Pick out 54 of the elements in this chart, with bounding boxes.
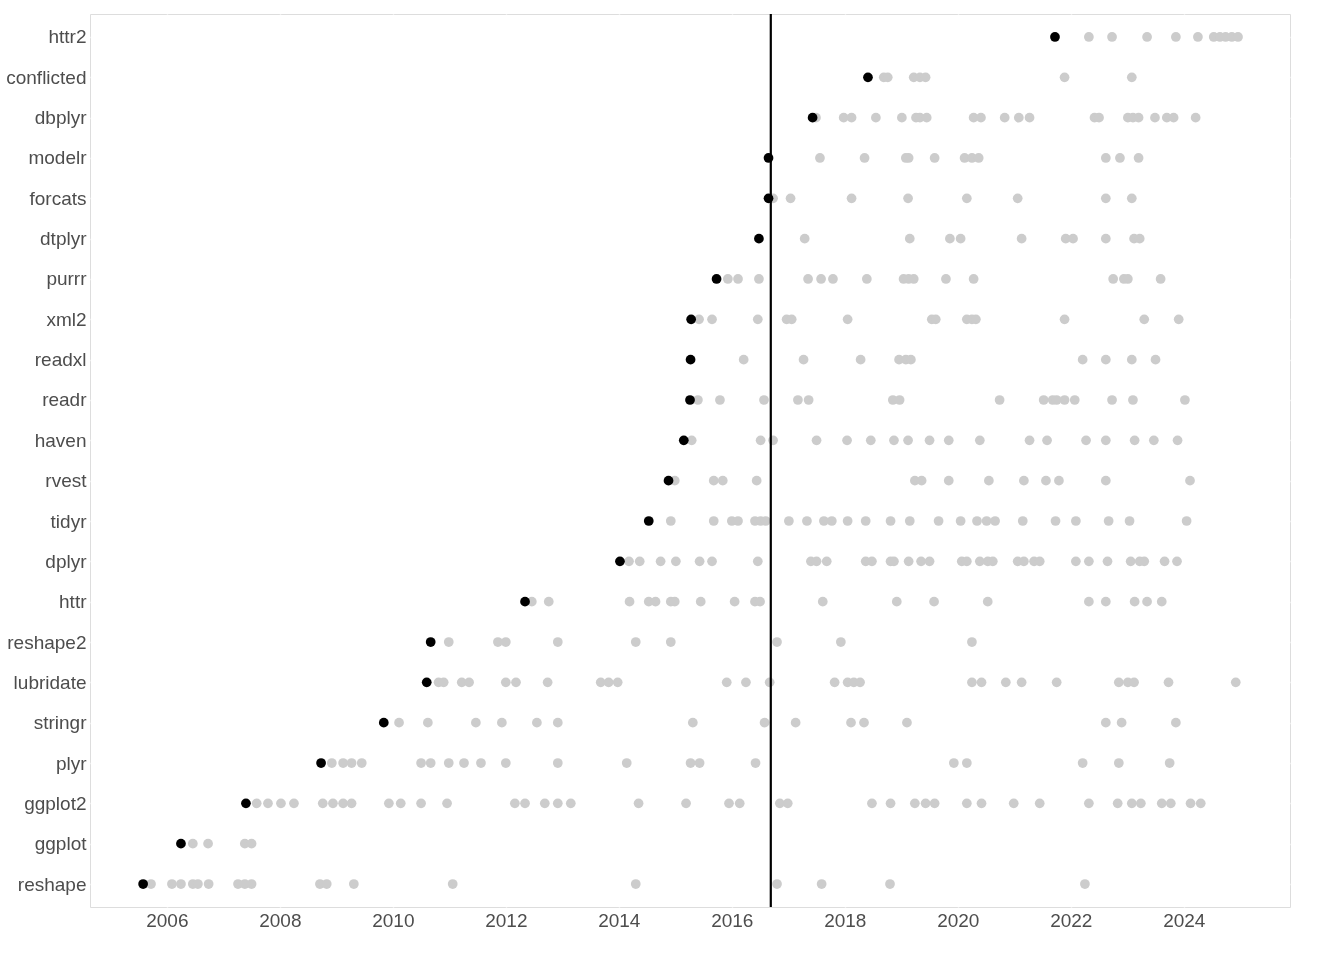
- point: [241, 798, 251, 809]
- y-tick-label: dbplyr: [34, 107, 88, 129]
- y-tick-label: lubridate: [13, 671, 87, 693]
- y-tick-label: modelr: [28, 147, 88, 169]
- point: [678, 435, 689, 446]
- x-tick-label: 2022: [1050, 909, 1093, 931]
- y-tick-label: reshape: [17, 873, 87, 895]
- x-tick-label: 2006: [146, 909, 189, 931]
- point: [863, 72, 873, 83]
- y-tick-label: stringr: [33, 712, 88, 734]
- y-tick-label: httr: [59, 591, 88, 613]
- point: [685, 354, 696, 365]
- point: [425, 637, 436, 647]
- point: [754, 233, 764, 244]
- point: [421, 677, 432, 688]
- point: [643, 516, 654, 526]
- y-tick-label: purrr: [46, 268, 88, 290]
- y-tick-label: conflicted: [6, 66, 87, 88]
- point: [1050, 32, 1060, 42]
- point: [763, 153, 774, 163]
- point: [685, 395, 695, 405]
- point: [615, 556, 625, 567]
- point: [763, 193, 774, 204]
- point: [807, 112, 818, 123]
- y-tick-label: haven: [34, 429, 87, 451]
- y-tick-label: rvest: [45, 470, 88, 492]
- y-tick-label: reshape2: [7, 631, 87, 653]
- point: [378, 717, 389, 728]
- y-tick-label: plyr: [55, 752, 88, 774]
- point: [176, 838, 186, 849]
- x-tick-label: 2008: [259, 909, 302, 931]
- x-tick-label: 2024: [1163, 909, 1206, 931]
- y-tick-label: dtplyr: [40, 228, 88, 250]
- point: [686, 314, 696, 325]
- y-tick-label: ggplot2: [24, 792, 87, 814]
- y-tick-label: tidyr: [50, 510, 88, 532]
- point: [663, 475, 674, 486]
- y-tick-label: ggplot: [34, 833, 88, 855]
- x-tick-label: 2016: [711, 909, 754, 931]
- x-tick-label: 2018: [824, 909, 867, 931]
- x-tick-label: 2014: [598, 909, 641, 931]
- y-tick-label: dplyr: [45, 550, 88, 572]
- y-tick-label: readxl: [34, 349, 87, 371]
- y-tick-label: readr: [42, 389, 88, 411]
- x-tick-label: 2020: [937, 909, 980, 931]
- point: [520, 596, 530, 607]
- point: [711, 274, 722, 284]
- x-tick-label: 2010: [372, 909, 415, 931]
- x-tick-label: 2012: [485, 909, 528, 931]
- y-tick-label: forcats: [29, 187, 87, 209]
- y-tick-label: httr2: [48, 26, 87, 48]
- point: [138, 879, 148, 889]
- point: [316, 758, 326, 768]
- y-tick-label: xml2: [46, 308, 87, 330]
